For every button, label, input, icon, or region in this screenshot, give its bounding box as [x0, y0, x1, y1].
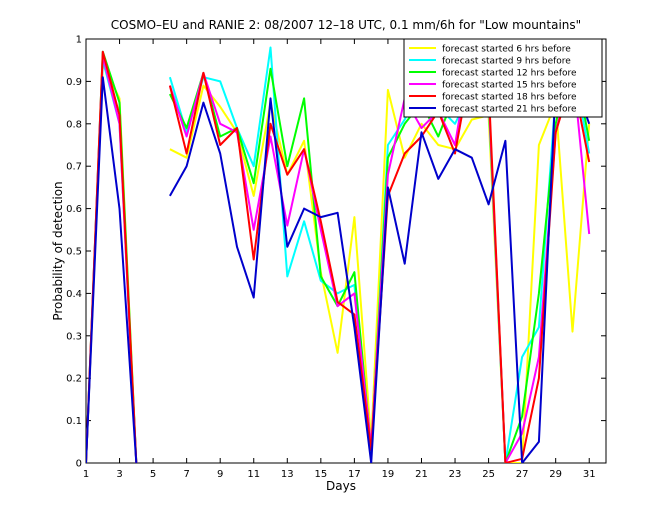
x-tick-label: 15: [314, 469, 327, 480]
y-tick-label: 0.9: [66, 77, 82, 88]
x-tick-label: 25: [482, 469, 495, 480]
x-tick-label: 7: [183, 469, 189, 480]
x-axis-label: Days: [326, 479, 356, 493]
legend: forecast started 6 hrs before forecast st…: [403, 38, 603, 118]
x-tick-label: 31: [583, 469, 596, 480]
legend-label: forecast started 12 hrs before: [442, 69, 577, 79]
x-tick-label: 23: [449, 469, 462, 480]
legend-label: forecast started 9 hrs before: [442, 57, 571, 67]
series-layer: [86, 42, 591, 463]
series-line-6: [169, 76, 591, 463]
series-line-6: [86, 76, 138, 463]
y-tick-label: 0.7: [66, 162, 82, 173]
y-tick-label: 1: [76, 35, 82, 46]
x-tick-label: 21: [415, 469, 428, 480]
y-tick-label: 0.4: [66, 289, 82, 300]
y-tick-label: 0.8: [66, 119, 82, 130]
x-tick-label: 5: [150, 469, 156, 480]
legend-box: [403, 38, 603, 118]
chart-title: COSMO–EU and RANIE 2: 08/2007 12–18 UTC,…: [111, 18, 581, 32]
y-axis-label: Probability of detection: [51, 181, 65, 320]
y-tick-label: 0.6: [66, 204, 82, 215]
legend-label: forecast started 6 hrs before: [442, 45, 571, 55]
x-tick-label: 27: [516, 469, 529, 480]
y-tick-label: 0.3: [66, 331, 82, 342]
y-tick-label: 0.2: [66, 374, 82, 385]
legend-label: forecast started 18 hrs before: [442, 93, 577, 103]
x-tick-label: 19: [382, 469, 395, 480]
y-tick-label: 0: [76, 459, 82, 470]
y-tick-label: 0.5: [66, 247, 82, 258]
x-tick-label: 1: [83, 469, 89, 480]
x-tick-label: 9: [217, 469, 223, 480]
y-tick-label: 0.1: [66, 416, 82, 427]
x-tick-label: 17: [348, 469, 361, 480]
legend-label: forecast started 21 hrs before: [442, 105, 577, 115]
x-tick-label: 29: [549, 469, 562, 480]
x-tick-label: 3: [116, 469, 122, 480]
legend-label: forecast started 15 hrs before: [442, 81, 577, 91]
x-tick-label: 11: [247, 469, 260, 480]
tick-layer: 1 3 5 7 9 11 13 15 17 19 21 23 25 27 29 3100.10.20.30.4…: [66, 35, 606, 480]
x-tick-label: 13: [281, 469, 294, 480]
